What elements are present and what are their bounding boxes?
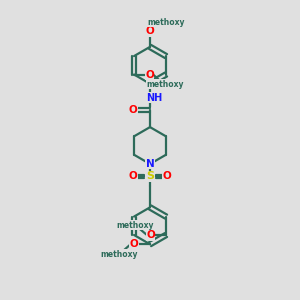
Text: methoxy: methoxy — [148, 18, 185, 27]
Text: N: N — [146, 159, 154, 169]
Text: O: O — [129, 172, 137, 182]
Text: NH: NH — [146, 93, 162, 103]
Text: O: O — [146, 26, 154, 36]
Text: methoxy: methoxy — [116, 221, 154, 230]
Text: O: O — [145, 70, 154, 80]
Text: O: O — [128, 105, 137, 115]
Text: O: O — [146, 230, 155, 240]
Text: O: O — [163, 172, 171, 182]
Text: O: O — [130, 239, 139, 249]
Text: methoxy: methoxy — [100, 250, 137, 259]
Text: S: S — [146, 172, 154, 182]
Text: methoxy: methoxy — [146, 80, 184, 88]
